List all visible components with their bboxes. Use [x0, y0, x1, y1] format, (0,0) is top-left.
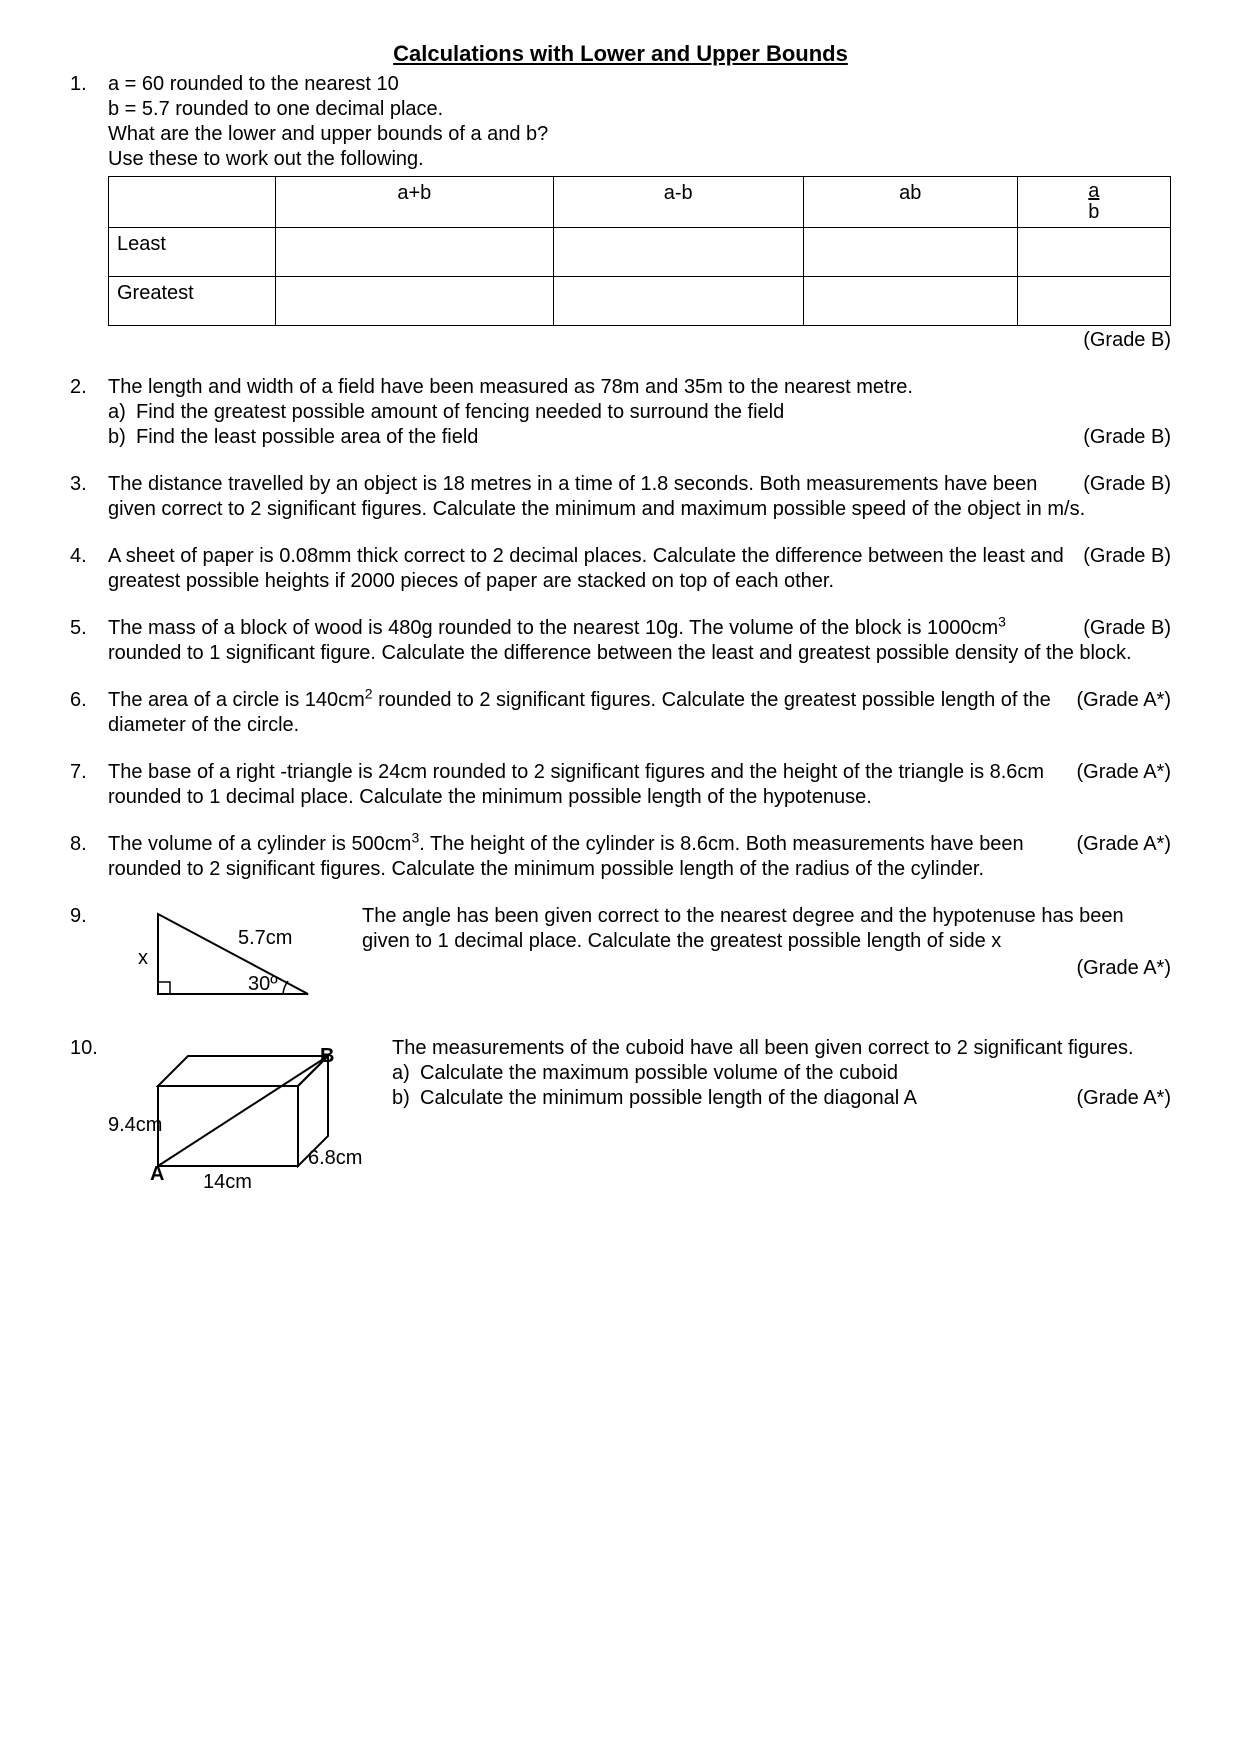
- q7-text: The base of a right -triangle is 24cm ro…: [108, 761, 1044, 808]
- q8-grade: (Grade A*): [1077, 832, 1171, 857]
- q10-height-label: 9.4cm: [108, 1114, 162, 1136]
- q1-table: a+b a-b ab a b Least Greatest: [108, 176, 1171, 326]
- q10-grade: (Grade A*): [1077, 1086, 1171, 1111]
- q5-text: The mass of a block of wood is 480g roun…: [108, 617, 1132, 664]
- q5-number: 5.: [70, 616, 108, 666]
- cell: [803, 227, 1017, 276]
- q9-side-label: x: [138, 947, 148, 969]
- table-row: Least: [109, 227, 1171, 276]
- q3-text: The distance travelled by an object is 1…: [108, 473, 1085, 520]
- q1-line1: a = 60 rounded to the nearest 10: [108, 72, 1171, 97]
- q10-b-text: Calculate the minimum possible length of…: [420, 1087, 917, 1109]
- q9-number: 9.: [70, 904, 108, 1014]
- q3-number: 3.: [70, 472, 108, 522]
- cell: [1017, 276, 1170, 325]
- q10-number: 10.: [70, 1036, 108, 1196]
- q10-diagram: A B 9.4cm 14cm 6.8cm: [108, 1036, 368, 1196]
- q10-depth-label: 6.8cm: [308, 1147, 362, 1169]
- sub-letter: b): [392, 1086, 420, 1111]
- cell: [1017, 227, 1170, 276]
- q4-text: A sheet of paper is 0.08mm thick correct…: [108, 545, 1064, 592]
- question-1: 1. a = 60 rounded to the nearest 10 b = …: [70, 72, 1171, 353]
- cell: [276, 227, 554, 276]
- q2-a: Find the greatest possible amount of fen…: [136, 400, 1171, 425]
- q4-number: 4.: [70, 544, 108, 594]
- q10-a: Calculate the maximum possible volume of…: [420, 1061, 1171, 1086]
- q10-B-label: B: [320, 1045, 334, 1067]
- question-8: 8. (Grade A*) The volume of a cylinder i…: [70, 832, 1171, 882]
- q10-text: The measurements of the cuboid have all …: [392, 1036, 1171, 1061]
- table-row: Greatest: [109, 276, 1171, 325]
- question-10: 10. A B 9.4cm 14cm 6.8cm: [70, 1036, 1171, 1196]
- q5-grade: (Grade B): [1083, 616, 1171, 641]
- q5-text-a: The mass of a block of wood is 480g roun…: [108, 617, 998, 639]
- question-3: 3. (Grade B) The distance travelled by a…: [70, 472, 1171, 522]
- table-header-ab: ab: [803, 176, 1017, 227]
- q6-grade: (Grade A*): [1077, 688, 1171, 713]
- q1-line2: b = 5.7 rounded to one decimal place.: [108, 97, 1171, 122]
- q9-grade: (Grade A*): [362, 956, 1171, 981]
- q2-number: 2.: [70, 375, 108, 450]
- question-4: 4. (Grade B) A sheet of paper is 0.08mm …: [70, 544, 1171, 594]
- q10-width-label: 14cm: [203, 1171, 252, 1193]
- table-header-aminusb: a-b: [553, 176, 803, 227]
- table-blank-header: [109, 176, 276, 227]
- cell: [276, 276, 554, 325]
- q10-A-label: A: [150, 1163, 164, 1185]
- question-6: 6. (Grade A*) The area of a circle is 14…: [70, 688, 1171, 738]
- q3-grade: (Grade B): [1083, 472, 1171, 497]
- table-header-aplusb: a+b: [276, 176, 554, 227]
- q1-line3: What are the lower and upper bounds of a…: [108, 122, 1171, 147]
- q6-number: 6.: [70, 688, 108, 738]
- superscript: 2: [365, 685, 373, 701]
- q1-grade: (Grade B): [108, 328, 1171, 353]
- q1-number: 1.: [70, 72, 108, 353]
- fraction-top: a: [1088, 181, 1099, 202]
- sub-letter: b): [108, 425, 136, 450]
- table-header-aoverb: a b: [1017, 176, 1170, 227]
- sub-letter: a): [392, 1061, 420, 1086]
- cuboid-icon: A B 9.4cm 14cm 6.8cm: [108, 1036, 368, 1196]
- cell: [803, 276, 1017, 325]
- q7-number: 7.: [70, 760, 108, 810]
- q2-text: The length and width of a field have bee…: [108, 375, 1171, 400]
- q9-diagram: x 5.7cm 30º: [108, 904, 338, 1014]
- triangle-icon: x 5.7cm 30º: [108, 904, 338, 1014]
- q9-hyp-label: 5.7cm: [238, 927, 292, 949]
- q5-text-b: rounded to 1 significant figure. Calcula…: [108, 642, 1132, 664]
- row-greatest: Greatest: [109, 276, 276, 325]
- sub-letter: a): [108, 400, 136, 425]
- cell: [553, 276, 803, 325]
- q8-number: 8.: [70, 832, 108, 882]
- question-9: 9. x 5.7cm 30º The angle has been given …: [70, 904, 1171, 1014]
- q2-b-text: Find the least possible area of the fiel…: [136, 426, 478, 448]
- question-2: 2. The length and width of a field have …: [70, 375, 1171, 450]
- q7-grade: (Grade A*): [1077, 760, 1171, 785]
- page-title: Calculations with Lower and Upper Bounds: [70, 40, 1171, 68]
- q10-b: (Grade A*) Calculate the minimum possible…: [420, 1086, 1171, 1111]
- q8-text: The volume of a cylinder is 500cm3. The …: [108, 833, 1024, 880]
- fraction-bottom: b: [1088, 202, 1099, 223]
- q2-grade: (Grade B): [1083, 425, 1171, 450]
- question-5: 5. (Grade B) The mass of a block of wood…: [70, 616, 1171, 666]
- cell: [553, 227, 803, 276]
- q9-text: The angle has been given correct to the …: [362, 904, 1171, 954]
- q4-grade: (Grade B): [1083, 544, 1171, 569]
- q8-text-a: The volume of a cylinder is 500cm: [108, 833, 411, 855]
- q2-b: (Grade B) Find the least possible area of…: [136, 425, 1171, 450]
- superscript: 3: [998, 613, 1006, 629]
- q9-angle-label: 30º: [248, 973, 278, 995]
- q6-text: The area of a circle is 140cm2 rounded t…: [108, 689, 1051, 736]
- question-7: 7. (Grade A*) The base of a right -trian…: [70, 760, 1171, 810]
- q1-line4: Use these to work out the following.: [108, 147, 1171, 172]
- q6-text-a: The area of a circle is 140cm: [108, 689, 365, 711]
- row-least: Least: [109, 227, 276, 276]
